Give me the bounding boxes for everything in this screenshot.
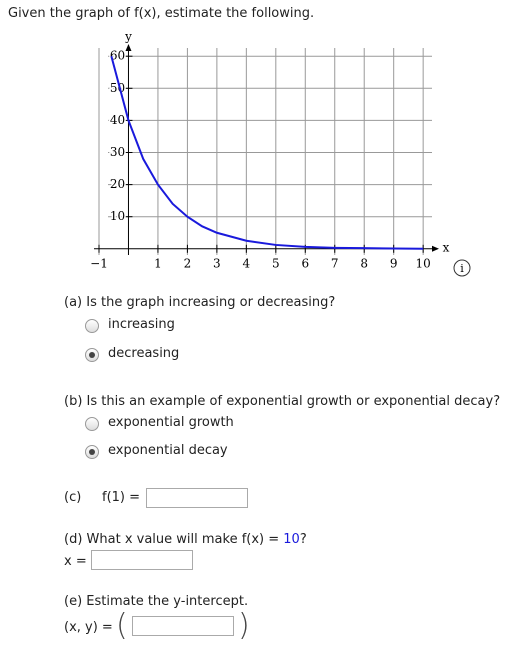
x-tick-label: 5 bbox=[272, 256, 280, 270]
paren-left: ( bbox=[116, 608, 128, 643]
question-d-text: (d) What x value will make f(x) = bbox=[64, 532, 284, 547]
question-a: (a) Is the graph increasing or decreasin… bbox=[64, 295, 336, 310]
expr-e: (x, y) = bbox=[64, 620, 113, 635]
question-d-target: 10 bbox=[283, 532, 300, 547]
y-tick-label: 20 bbox=[110, 177, 125, 191]
option-label[interactable]: exponential decay bbox=[108, 443, 228, 458]
info-icon[interactable] bbox=[453, 259, 471, 277]
answer-d[interactable] bbox=[91, 550, 193, 570]
info-icon-glyph: i bbox=[460, 262, 464, 275]
prompt: Given the graph of f(x), estimate the fo… bbox=[8, 6, 315, 21]
answer-e[interactable] bbox=[132, 616, 234, 636]
x-tick-label: 7 bbox=[331, 256, 339, 270]
x-tick-label: 9 bbox=[390, 256, 398, 270]
option-label[interactable]: increasing bbox=[108, 317, 175, 332]
radio-button[interactable] bbox=[85, 417, 99, 431]
y-axis-label: y bbox=[124, 30, 132, 44]
y-axis-arrow bbox=[125, 44, 132, 51]
radio-button[interactable] bbox=[85, 348, 99, 362]
x-tick-label: −1 bbox=[90, 256, 108, 270]
expr-c: f(1) = bbox=[102, 490, 141, 505]
x-tick-label: 3 bbox=[213, 256, 221, 270]
radio-button[interactable] bbox=[85, 445, 99, 459]
option-label[interactable]: decreasing bbox=[108, 346, 180, 361]
y-tick-label: 10 bbox=[110, 209, 125, 223]
x-tick-label: 6 bbox=[301, 256, 309, 270]
x-tick-label: 10 bbox=[416, 256, 431, 270]
question-d-end: ? bbox=[299, 532, 307, 547]
question-b: (b) Is this an example of exponential gr… bbox=[64, 394, 501, 409]
option-label[interactable]: exponential growth bbox=[108, 415, 234, 430]
x-axis-arrow bbox=[432, 245, 439, 252]
question-e: (e) Estimate the y-intercept. bbox=[64, 594, 249, 609]
question-c: (c) bbox=[64, 490, 82, 505]
paren-right: ) bbox=[238, 608, 250, 643]
radio-button[interactable] bbox=[85, 319, 99, 333]
y-tick-label: 30 bbox=[110, 145, 125, 159]
expr-d: x = bbox=[64, 554, 87, 569]
x-tick-label: 1 bbox=[154, 256, 162, 270]
answer-c[interactable] bbox=[146, 488, 248, 508]
x-axis-label: x bbox=[443, 240, 450, 254]
y-tick-label: 40 bbox=[110, 113, 125, 127]
question-d: (d) What x value will make f(x) = 10? bbox=[64, 532, 307, 547]
x-tick-label: 2 bbox=[184, 256, 192, 270]
x-tick-label: 4 bbox=[243, 256, 251, 270]
curve bbox=[110, 55, 424, 250]
x-tick-label: 8 bbox=[360, 256, 368, 270]
